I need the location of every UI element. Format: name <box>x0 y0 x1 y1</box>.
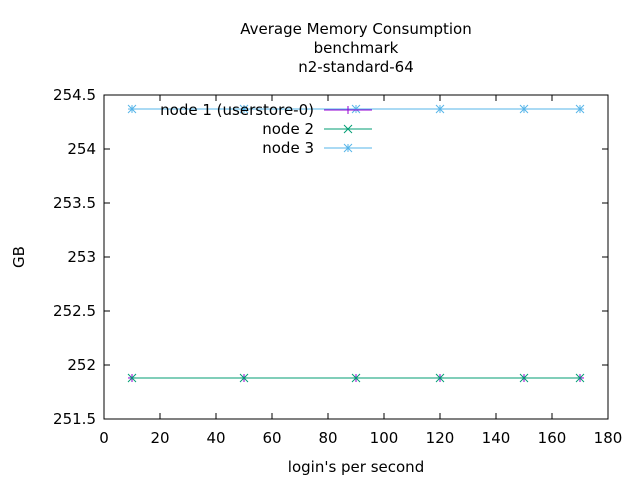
data-point-stroke <box>127 104 137 114</box>
legend-label: node 2 <box>262 120 314 138</box>
x-tick-label: 40 <box>206 429 225 447</box>
y-tick-label: 253.5 <box>53 194 96 212</box>
data-point-stroke <box>127 373 137 383</box>
data-point-stroke <box>575 104 585 114</box>
y-tick-label: 253 <box>67 248 96 266</box>
data-point-stroke <box>351 104 361 114</box>
legend-label: node 3 <box>262 139 314 157</box>
data-point <box>351 373 361 383</box>
data-point-stroke <box>435 104 445 114</box>
x-tick-label: 60 <box>262 429 281 447</box>
data-point <box>127 104 137 114</box>
legend-marker <box>343 124 353 134</box>
x-tick-label: 80 <box>318 429 337 447</box>
x-tick-label: 140 <box>482 429 511 447</box>
data-point <box>519 373 529 383</box>
data-point <box>519 104 529 114</box>
chart-title-line-1: Average Memory Consumption <box>240 20 471 38</box>
x-axis-label: login's per second <box>288 458 424 476</box>
x-tick-label: 120 <box>426 429 455 447</box>
data-point-stroke <box>519 104 529 114</box>
data-point-stroke <box>239 104 249 114</box>
y-tick-label: 254.5 <box>53 86 96 104</box>
series-2 <box>127 373 585 383</box>
legend-marker-stroke <box>343 143 353 153</box>
chart-title-line-3: n2-standard-64 <box>298 58 414 76</box>
series-3 <box>127 104 585 114</box>
legend-label: node 1 (userstore-0) <box>160 101 314 119</box>
legend-marker <box>343 143 353 153</box>
legend-marker <box>344 106 352 114</box>
data-point-stroke <box>519 373 529 383</box>
plot-border <box>103 94 609 420</box>
data-point <box>575 373 585 383</box>
data-point <box>575 104 585 114</box>
data-point-stroke <box>435 373 445 383</box>
y-tick-label: 252.5 <box>53 302 96 320</box>
y-tick-label: 254 <box>67 140 96 158</box>
x-tick-label: 180 <box>594 429 623 447</box>
data-point <box>435 373 445 383</box>
x-tick-label: 20 <box>150 429 169 447</box>
x-tick-label: 100 <box>370 429 399 447</box>
data-point <box>239 373 249 383</box>
y-tick-label: 252 <box>67 356 96 374</box>
data-point <box>239 104 249 114</box>
data-point-stroke <box>239 373 249 383</box>
data-point <box>351 104 361 114</box>
y-tick-label: 251.5 <box>53 410 96 428</box>
legend-marker-stroke <box>343 124 353 134</box>
data-point <box>127 373 137 383</box>
y-axis-label: GB <box>10 246 28 268</box>
data-point-stroke <box>575 373 585 383</box>
x-tick-label: 0 <box>99 429 109 447</box>
data-point <box>435 104 445 114</box>
x-tick-label: 160 <box>538 429 567 447</box>
chart-title-line-2: benchmark <box>314 39 399 57</box>
data-point-stroke <box>351 373 361 383</box>
